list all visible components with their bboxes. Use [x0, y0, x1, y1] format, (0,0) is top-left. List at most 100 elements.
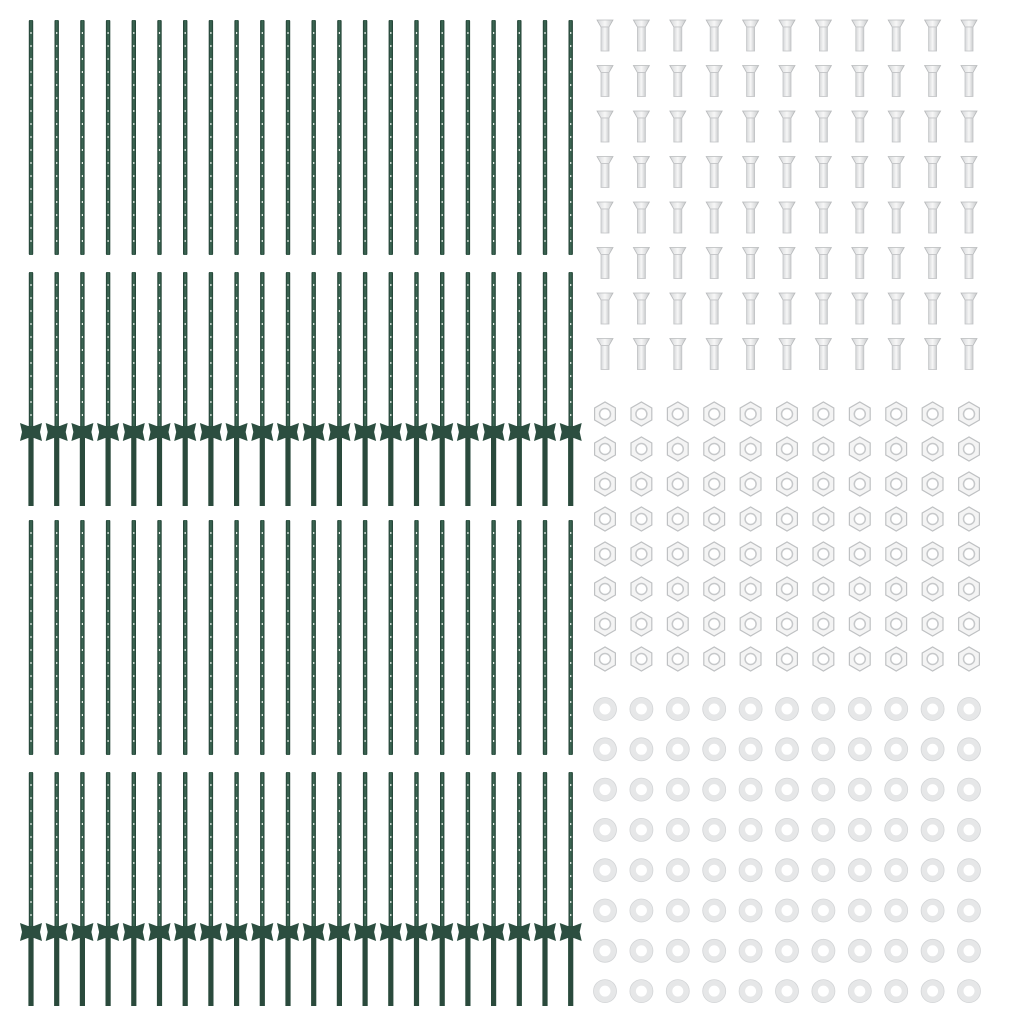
post-hole: [518, 284, 520, 286]
post-hole: [184, 349, 186, 351]
nut: [957, 576, 981, 602]
post-hole: [107, 836, 109, 838]
washer-ring: [593, 697, 617, 721]
post-hole: [467, 914, 469, 916]
post-hole: [210, 227, 212, 229]
post-hole: [236, 284, 238, 286]
post-hole: [544, 797, 546, 799]
bolt: [887, 110, 905, 143]
post-hole: [210, 901, 212, 903]
post-hole: [158, 610, 161, 612]
post-hole: [518, 701, 520, 703]
nut-hole: [926, 582, 939, 596]
washer-edge: [920, 979, 945, 1003]
washer: [811, 858, 836, 883]
post-hole: [184, 649, 186, 651]
post-hole: [287, 545, 289, 547]
post-hole: [493, 375, 495, 377]
bolt: [705, 338, 723, 370]
bolt-shank: [673, 208, 683, 234]
post-hole: [158, 784, 161, 786]
post-hole: [30, 414, 32, 416]
post-hole: [518, 227, 520, 229]
post-hole: [81, 849, 83, 851]
washer-edge: [884, 858, 909, 883]
post-hole: [236, 71, 238, 73]
post-hole: [467, 388, 469, 390]
post-hole: [236, 849, 238, 851]
post-hole: [184, 636, 186, 638]
nut-hole: [707, 407, 721, 421]
post-hole: [287, 71, 289, 73]
post-hole: [184, 701, 186, 703]
post-hole: [30, 97, 32, 99]
washer: [665, 737, 690, 762]
post-hole: [210, 71, 212, 73]
post-hole: [544, 810, 546, 812]
post-hole: [81, 701, 83, 703]
post-hole: [364, 584, 366, 586]
post-hole: [493, 110, 495, 112]
washer: [884, 858, 909, 883]
post-hole: [287, 32, 289, 34]
bolt: [741, 156, 760, 188]
bolt: [814, 19, 833, 52]
post-hole: [338, 597, 340, 599]
washer-ring: [775, 818, 799, 842]
bolt-shank: [600, 72, 610, 97]
post-hole: [467, 323, 469, 325]
nut-hole: [744, 477, 757, 491]
post-hole: [81, 349, 83, 351]
post-hole: [56, 45, 58, 47]
washer-edge: [884, 979, 909, 1003]
anchor-plate: [534, 423, 556, 441]
post-hole: [493, 84, 495, 86]
post-hole: [236, 901, 238, 903]
post-hole: [81, 362, 83, 364]
post-hole: [390, 175, 392, 177]
post-hole: [30, 388, 32, 390]
post-hole: [56, 875, 58, 877]
bolt: [814, 65, 833, 97]
post-hole: [338, 701, 340, 703]
post-hole: [261, 375, 263, 377]
post-hole: [364, 401, 366, 403]
fence-post: [71, 772, 94, 1006]
nut: [848, 436, 871, 462]
post-hole: [570, 545, 572, 547]
washer-edge: [665, 979, 690, 1003]
post-hole: [184, 675, 186, 677]
bolt: [705, 201, 723, 234]
post-hole: [441, 797, 443, 799]
bolt-shank: [964, 254, 974, 279]
post-hole: [30, 310, 32, 312]
nut: [666, 506, 689, 532]
post-hole: [184, 310, 186, 312]
nut: [630, 401, 653, 427]
post-hole: [338, 797, 340, 799]
fence-post: [440, 520, 445, 755]
post-hole: [415, 571, 418, 573]
washer: [593, 777, 617, 802]
post-hole: [467, 584, 469, 586]
washer-ring: [775, 778, 799, 802]
fence-post: [20, 272, 42, 506]
bolt: [960, 292, 978, 325]
post-hole: [415, 862, 418, 864]
nut-hole: [889, 652, 903, 666]
post-hole: [236, 597, 238, 599]
post-hole: [313, 110, 315, 112]
post-hole: [56, 336, 58, 338]
post-hole: [158, 188, 161, 190]
post-hole: [261, 849, 263, 851]
post-hole: [107, 401, 109, 403]
washer-edge: [884, 697, 909, 721]
post-hole: [287, 240, 289, 242]
post-hole: [313, 188, 315, 190]
post-hole: [544, 727, 546, 729]
post-stem: [542, 938, 548, 1006]
anchor-plate: [328, 923, 351, 941]
post-hole: [313, 123, 315, 125]
post-hole: [441, 175, 443, 177]
bolt-shank: [637, 254, 646, 279]
